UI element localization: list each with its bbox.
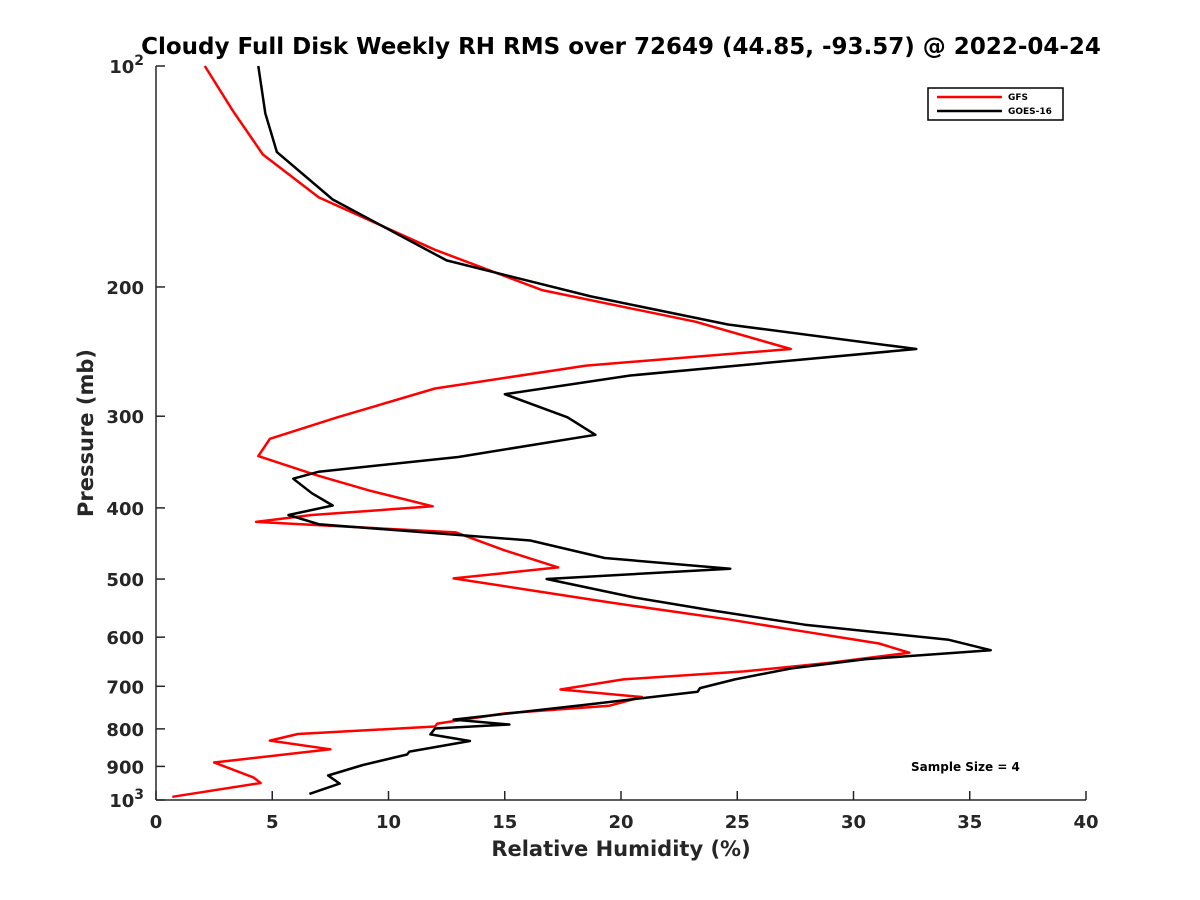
y-tick-label: 200 [106, 278, 144, 299]
y-tick-label: 103 [109, 787, 144, 812]
series-layer [172, 65, 992, 799]
legend-label-gfs: GFS [1008, 93, 1028, 103]
x-tick-label: 15 [492, 812, 517, 833]
y-tick-label: 102 [109, 53, 144, 78]
x-tick-label: 40 [1073, 812, 1098, 833]
x-tick-label: 25 [725, 812, 750, 833]
legend-label-goes16: GOES-16 [1008, 107, 1052, 117]
y-tick-label: 800 [106, 720, 144, 741]
x-tick-label: 5 [266, 812, 279, 833]
y-tick-label: 400 [106, 499, 144, 520]
series-line-gfs [172, 65, 911, 799]
x-axis-label: Relative Humidity (%) [491, 837, 750, 861]
legend: GFS GOES-16 [927, 87, 1064, 121]
x-tick-label: 10 [376, 812, 401, 833]
plot-background [156, 66, 1086, 800]
y-ticks: 102 200 300 400 500 600 700 800 900 103 [106, 53, 165, 812]
x-ticks: 0 5 10 15 20 25 30 35 40 [150, 791, 1099, 833]
y-tick-label: 300 [106, 407, 144, 428]
sample-size-annotation: Sample Size = 4 [911, 760, 1020, 774]
series-line-goes16 [257, 65, 992, 796]
y-axis-label: Pressure (mb) [74, 349, 98, 517]
y-tick-label: 500 [106, 570, 144, 591]
x-tick-label: 30 [841, 812, 866, 833]
y-tick-label: 700 [106, 677, 144, 698]
x-tick-label: 20 [608, 812, 633, 833]
y-tick-label: 900 [106, 757, 144, 778]
chart-title: Cloudy Full Disk Weekly RH RMS over 7264… [141, 34, 1101, 60]
y-tick-label: 600 [106, 628, 144, 649]
x-tick-label: 0 [150, 812, 163, 833]
x-tick-label: 35 [957, 812, 982, 833]
legend-box [927, 87, 1064, 121]
